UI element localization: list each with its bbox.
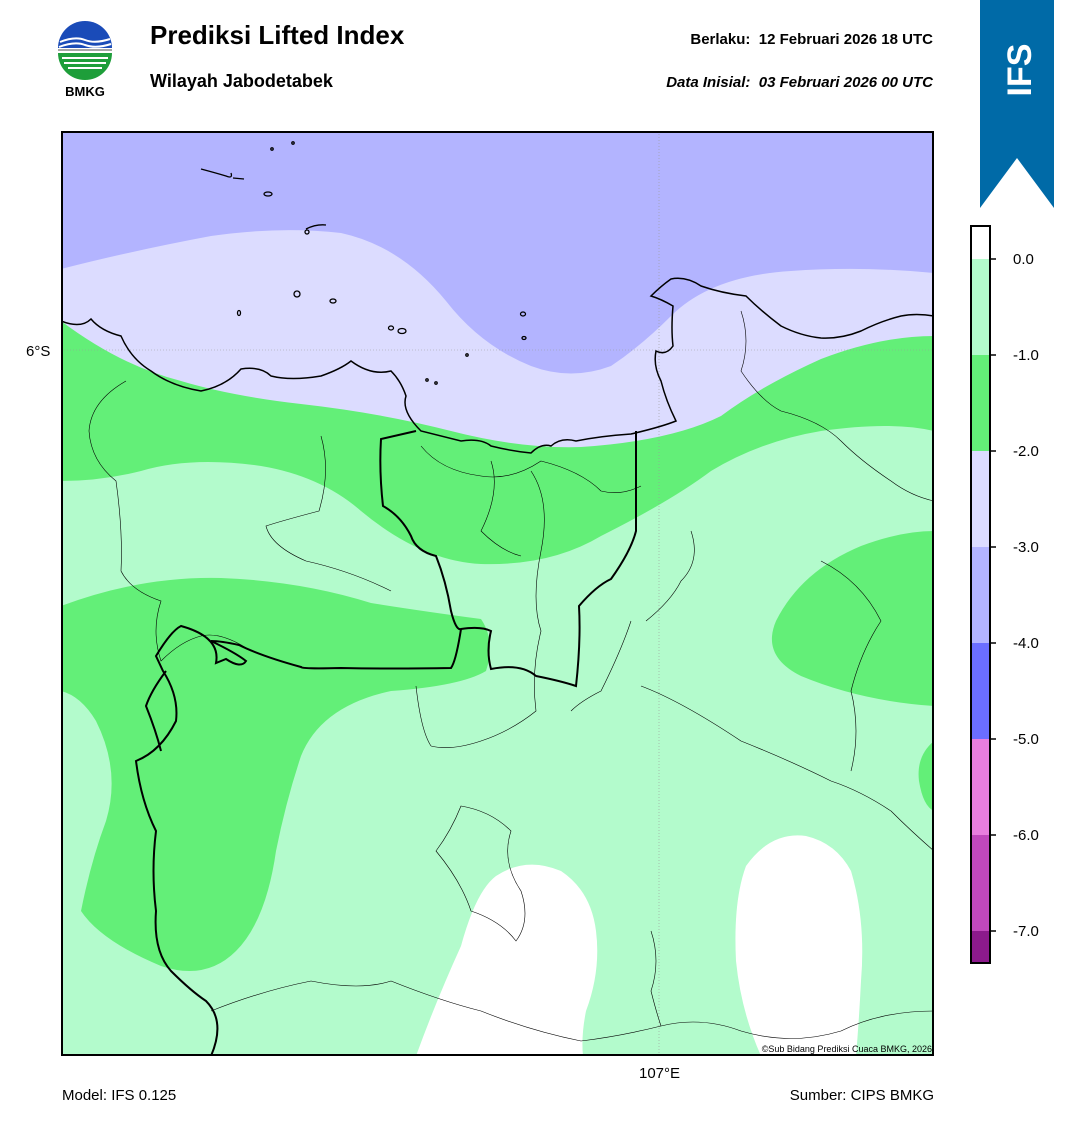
valid-label: Berlaku: [690,31,751,48]
colorbar-tick-label: -5.0 [1013,731,1039,748]
colorbar-segment [971,739,990,835]
li-zone-blue [61,131,934,374]
colorbar-tick-label: -1.0 [1013,347,1039,364]
map-frame [61,131,934,1056]
lat-label: 6°S [26,343,51,360]
li-zone-white-center [416,864,598,1056]
ifs-ribbon: IFS [980,0,1054,208]
colorbar-frame [970,225,991,964]
li-zone-white-east [735,835,863,1056]
model-label: Model: IFS 0.125 [62,1087,177,1104]
colorbar-tick-label: -2.0 [1013,443,1039,460]
init-time: Data Inisial: 03 Februari 2026 00 UTC [666,74,933,91]
page-title: Prediksi Lifted Index [150,20,405,50]
colorbar-tick-label: -7.0 [1013,923,1039,940]
source-label: Sumber: CIPS BMKG [789,1087,934,1104]
colorbar-tick-label: -3.0 [1013,539,1039,556]
colorbar-segment [971,226,990,259]
colorbar-segment [971,259,990,355]
colorbar-segment [971,643,990,739]
colorbar-tick-label: -6.0 [1013,827,1039,844]
colorbar-segment [971,451,990,547]
colorbar-segment [971,547,990,643]
valid-value: 12 Februari 2026 18 UTC [758,31,933,48]
page-subtitle: Wilayah Jabodetabek [150,71,333,91]
li-zone-green-east-edge [918,741,934,811]
colorbar: 0.0 -1.0 -2.0 -3.0 -4.0 -5.0 -6.0 -7.0 [968,223,1058,968]
regency-borders [88,310,934,1042]
colorbar-segment [971,355,990,451]
valid-time: Berlaku: 12 Februari 2026 18 UTC [690,31,933,48]
lon-label: 107°E [639,1065,681,1082]
init-label: Data Inisial: [666,74,751,91]
colorbar-tick-label: -4.0 [1013,635,1039,652]
coastline [61,277,934,454]
init-value: 03 Februari 2026 00 UTC [758,74,933,91]
li-zone-green-east [771,531,934,706]
colorbar-tick-label: 0.0 [1013,251,1034,268]
forecast-map [61,131,934,1056]
copyright: ©Sub Bidang Prediksi Cuaca BMKG, 2026 [761,1044,932,1054]
province-borders [134,430,638,1056]
colorbar-segment [971,931,990,963]
bmkg-logo-icon [50,20,120,104]
thousand-islands [200,141,527,385]
ribbon-text: IFS [1001,44,1039,97]
logo-text: BMKG [65,84,105,99]
li-zone-green-west [61,577,490,971]
colorbar-segment [971,835,990,931]
